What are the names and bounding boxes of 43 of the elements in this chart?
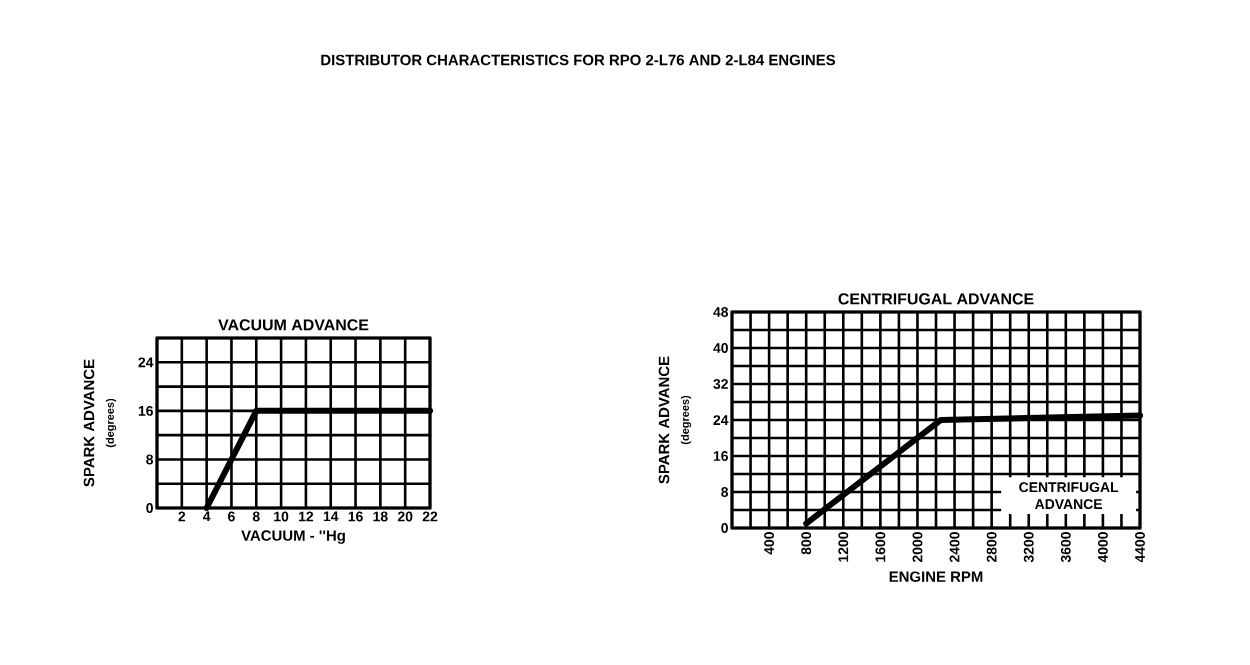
x-tick-label: 3600 bbox=[1060, 532, 1071, 563]
y-tick-label: 24 bbox=[138, 357, 154, 368]
x-tick-label: 4000 bbox=[1097, 532, 1108, 563]
x-tick-label: 20 bbox=[397, 511, 413, 522]
text: DISTRIBUTOR CHARACTERISTICS FOR RPO 2-L76 AND 2-L84 ENGINES bbox=[321, 54, 836, 66]
x-tick-label: 2 bbox=[178, 511, 186, 522]
y-tick-label: 0 bbox=[721, 523, 728, 533]
y-tick-label: 40 bbox=[713, 343, 728, 353]
x-tick-label: 2800 bbox=[986, 532, 997, 563]
x-axis-title: VACUUM - ''Hg bbox=[241, 530, 345, 544]
text: (degrees) bbox=[680, 395, 692, 445]
y-tick-label: 48 bbox=[713, 307, 729, 317]
x-tick-label: 800 bbox=[801, 532, 812, 555]
y-tick-label: 32 bbox=[713, 379, 728, 389]
x-tick-label: 1200 bbox=[838, 532, 849, 562]
x-tick-label: 2000 bbox=[912, 532, 923, 563]
y-axis-title: SPARK ADVANCE bbox=[83, 359, 95, 487]
text: (degrees) bbox=[105, 398, 117, 448]
x-tick-label: 18 bbox=[373, 511, 388, 522]
x-tick-label: 6 bbox=[228, 511, 235, 522]
x-tick-label: 10 bbox=[274, 511, 289, 522]
x-tick-label: 4 bbox=[202, 511, 211, 522]
x-axis-title: ENGINE RPM bbox=[889, 571, 983, 582]
y-tick-label: 8 bbox=[146, 454, 154, 465]
y-tick-label: 0 bbox=[146, 503, 153, 513]
x-tick-label: 4400 bbox=[1135, 532, 1145, 563]
x-tick-label: 3200 bbox=[1023, 532, 1034, 563]
y-tick-label: 16 bbox=[138, 405, 153, 416]
chart-title: CENTRIFUGAL ADVANCE bbox=[838, 293, 1034, 305]
x-tick-label: 2400 bbox=[949, 532, 960, 563]
annotation: CENTRIFUGAL ADVANCE bbox=[1019, 482, 1119, 510]
x-tick-label: 400 bbox=[764, 532, 775, 555]
x-tick-label: 16 bbox=[348, 511, 363, 522]
y-tick-label: 24 bbox=[713, 415, 729, 425]
y-tick-label: 8 bbox=[721, 487, 729, 497]
x-tick-label: 22 bbox=[422, 511, 438, 522]
x-tick-label: 1600 bbox=[875, 532, 886, 562]
y-axis-title: SPARK ADVANCE bbox=[658, 356, 670, 484]
x-tick-label: 12 bbox=[299, 511, 314, 522]
x-tick-label: 14 bbox=[323, 511, 339, 522]
chart-title: VACUUM ADVANCE bbox=[218, 319, 369, 331]
y-tick-label: 16 bbox=[713, 451, 728, 461]
x-tick-label: 8 bbox=[252, 511, 260, 522]
